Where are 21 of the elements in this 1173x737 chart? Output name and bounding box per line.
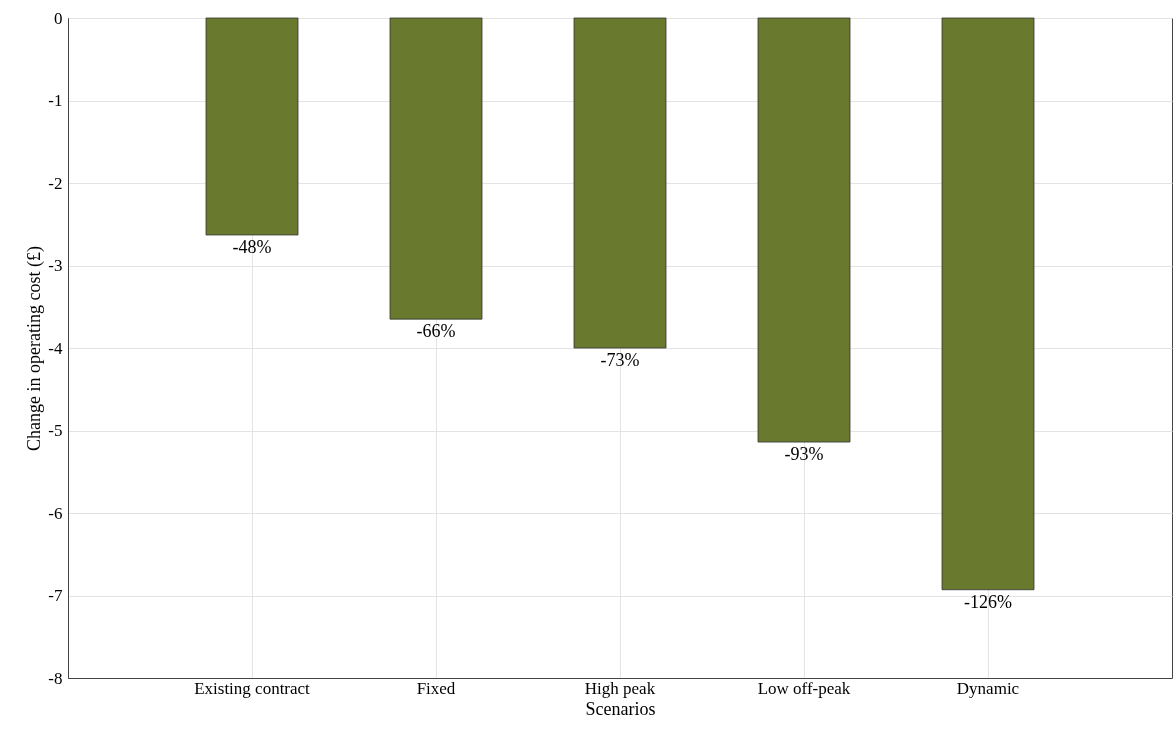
- annotation: -48%: [232, 236, 272, 257]
- annotation: -126%: [964, 591, 1012, 612]
- annotation: -66%: [416, 321, 456, 342]
- y-tick-label: -5: [48, 421, 63, 440]
- y-tick-label: -6: [48, 503, 63, 523]
- x-tick-label: Dynamic: [956, 678, 1020, 698]
- y-tick-label: -2: [48, 173, 63, 193]
- y-tick-label: -7: [48, 586, 63, 605]
- x-axis-title: Scenarios: [585, 698, 656, 719]
- y-tick-label: -1: [48, 91, 63, 110]
- x-tick-label: High peak: [584, 678, 656, 698]
- y-tick-label: -4: [48, 338, 63, 358]
- y-tick-label: -3: [48, 256, 63, 275]
- x-tick-label: Low off-peak: [757, 678, 851, 698]
- y-tick-label: 0: [54, 8, 63, 28]
- x-tick-label: Fixed: [416, 678, 456, 698]
- y-axis-title: Change in operating cost (£): [24, 246, 46, 451]
- x-tick-label: Existing contract: [194, 678, 311, 698]
- annotation: -93%: [784, 444, 824, 465]
- y-tick-label: -8: [48, 668, 63, 688]
- annotation: -73%: [600, 350, 640, 370]
